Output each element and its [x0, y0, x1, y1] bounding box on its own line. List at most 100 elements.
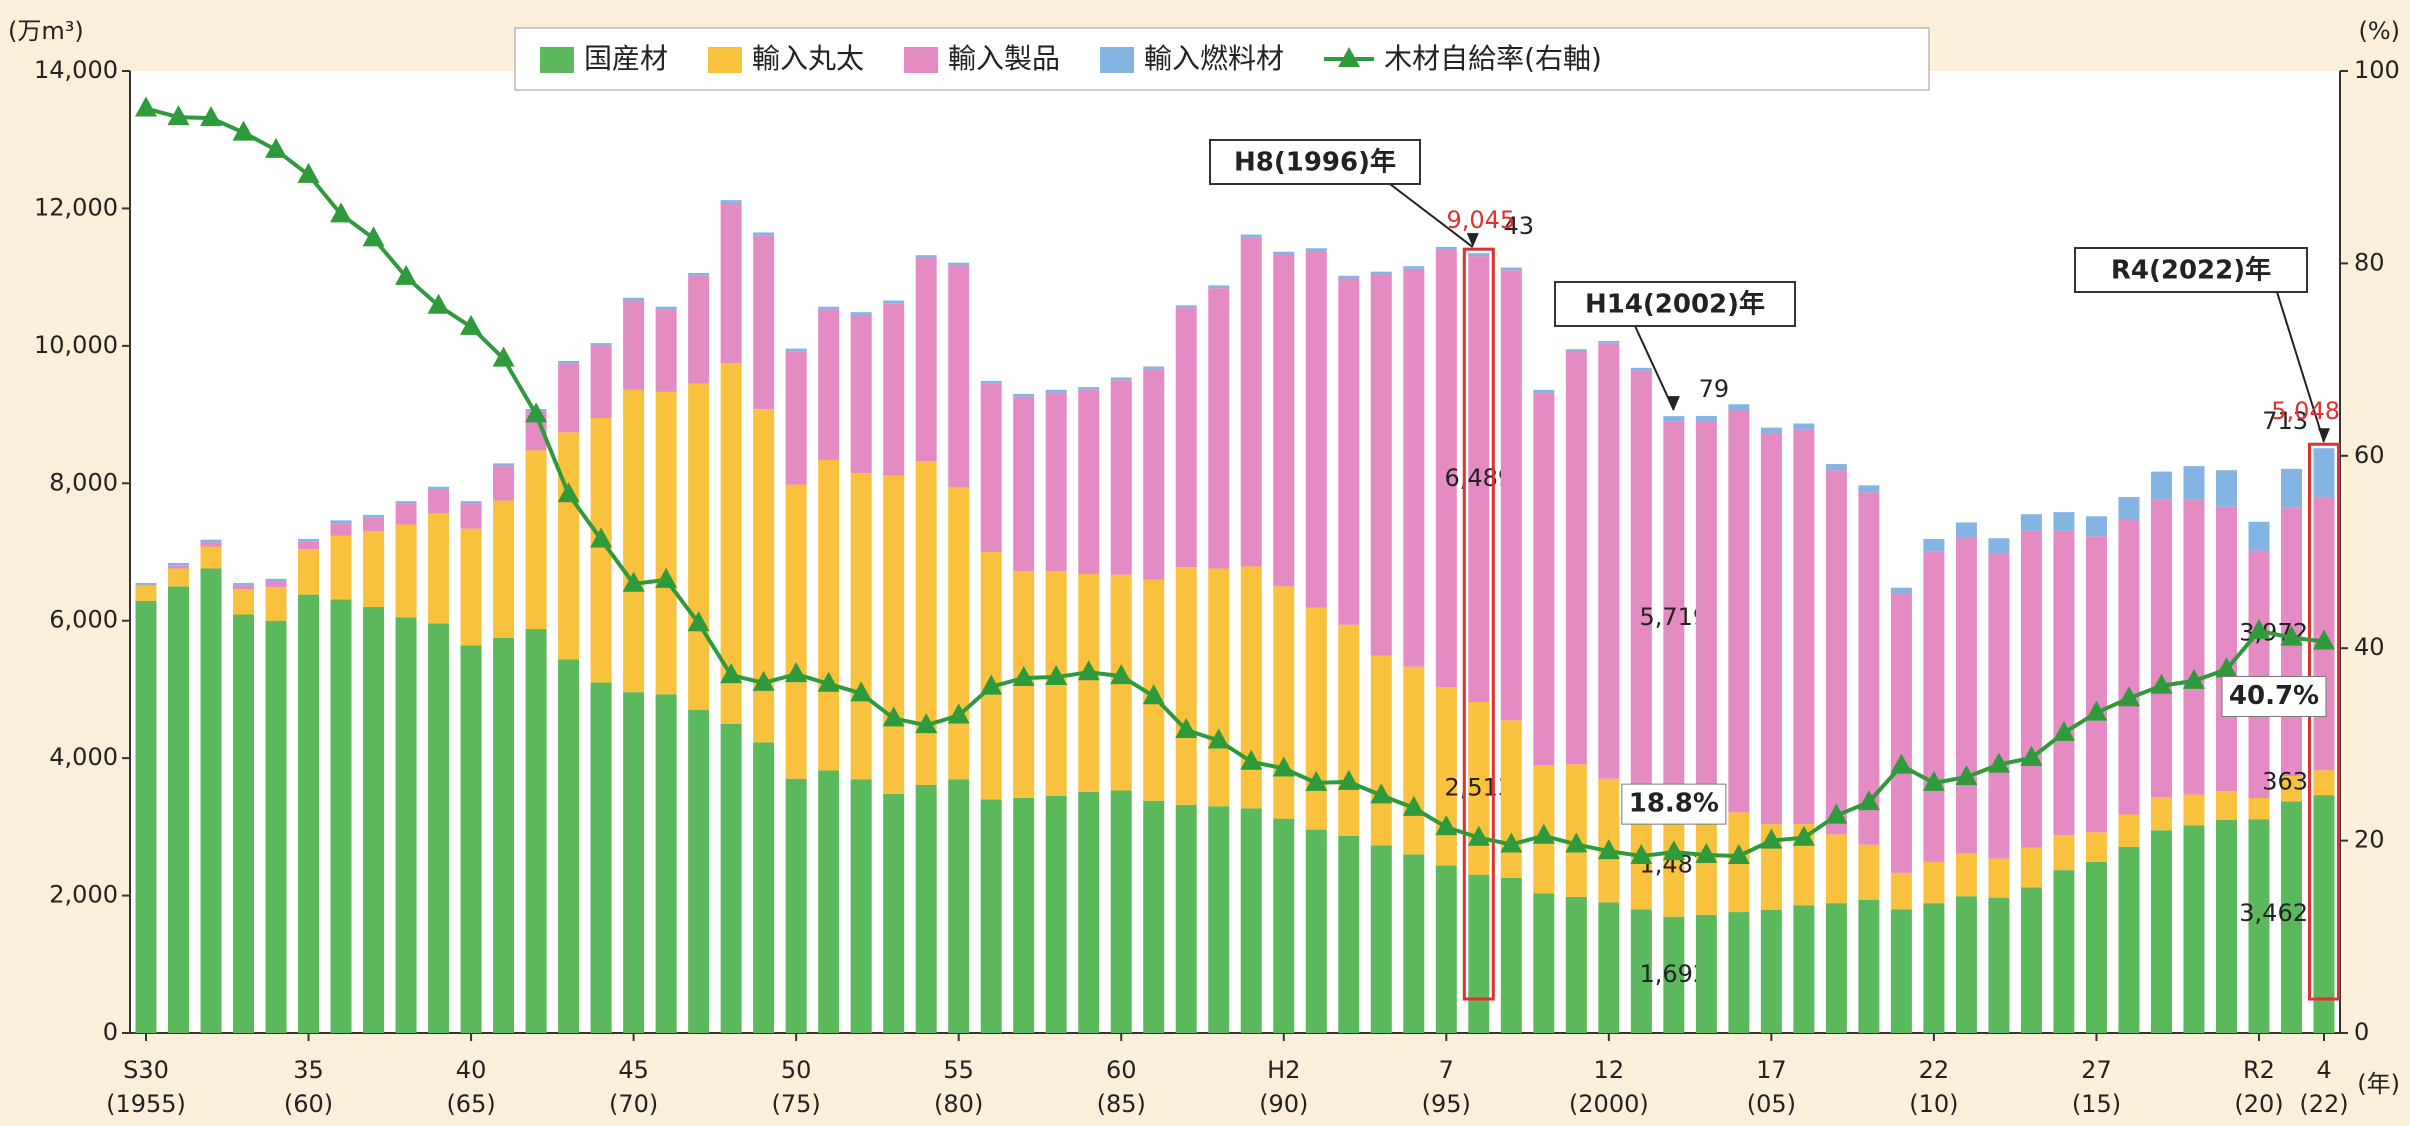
bar-segment	[1695, 421, 1717, 818]
x-tick-label: 12	[1594, 1056, 1625, 1084]
y-tick-label: 4,000	[49, 743, 118, 771]
bar-segment	[1500, 720, 1522, 878]
x-tick-label: 17	[1756, 1056, 1787, 1084]
bar-segment	[753, 235, 775, 410]
bar-segment	[1955, 522, 1977, 538]
bar-segment	[1760, 433, 1782, 825]
bar-segment	[1273, 818, 1295, 1033]
bar-segment	[623, 300, 645, 390]
bar-segment	[1695, 817, 1717, 915]
bar-segment	[1728, 404, 1750, 411]
bar-segment	[785, 778, 807, 1033]
bar-segment	[1110, 380, 1132, 575]
bar-segment	[688, 383, 710, 711]
bar-segment	[818, 309, 840, 460]
bar-segment	[298, 549, 320, 595]
y2-tick-label: 0	[2354, 1018, 2369, 1046]
bar-segment	[883, 793, 905, 1033]
bar-segment	[1143, 366, 1165, 370]
bar-segment	[1208, 285, 1230, 289]
bar-segment	[493, 466, 515, 501]
bar-segment	[915, 461, 937, 785]
y2-tick-label: 20	[2354, 826, 2385, 854]
bar-segment	[1143, 800, 1165, 1033]
legend-label: 輸入製品	[948, 42, 1060, 75]
y-tick-label: 12,000	[34, 193, 118, 221]
rate-marker	[2313, 629, 2335, 650]
bar-segment	[2248, 521, 2270, 551]
bar-segment	[1955, 896, 1977, 1033]
rate-marker	[785, 662, 808, 683]
bar-segment	[2085, 832, 2107, 862]
bar-segment	[298, 538, 320, 542]
y-tick-label: 0	[103, 1018, 118, 1046]
bar-segment	[688, 273, 710, 276]
bar-segment	[1923, 551, 1945, 862]
bar-segment	[135, 582, 157, 585]
rate-marker	[2085, 700, 2108, 721]
bar-segment	[2020, 887, 2042, 1033]
bar-segment	[200, 546, 222, 569]
bar-segment	[265, 620, 287, 1033]
rate-marker	[362, 226, 385, 247]
bar-segment	[1110, 790, 1132, 1033]
bar-segment	[2150, 471, 2172, 500]
bar-segment	[1045, 392, 1067, 572]
callout-arrowhead	[1667, 396, 1680, 411]
rate-marker	[2247, 618, 2270, 639]
callout-arrowhead	[1466, 233, 1479, 248]
bar-segment	[818, 770, 840, 1033]
bar-segment	[1078, 389, 1100, 574]
bar-segment	[1240, 234, 1262, 238]
rate-marker	[1922, 770, 1945, 791]
bar-segment	[1923, 538, 1945, 552]
data-label: 79	[1699, 375, 1730, 403]
callout-box	[2074, 247, 2308, 293]
callout-arrow	[2276, 291, 2325, 443]
rate-marker	[460, 314, 483, 335]
rate-marker	[1630, 843, 1653, 864]
rate-marker	[850, 681, 873, 702]
rate-marker	[492, 346, 515, 367]
bar-segment	[915, 784, 937, 1033]
bar-segment	[200, 539, 222, 543]
callout-box	[1209, 139, 1421, 185]
rate-marker	[1955, 765, 1978, 786]
data-label: 3,462	[2239, 899, 2308, 927]
bar-segment	[1078, 573, 1100, 792]
bar-segment	[623, 692, 645, 1033]
rate-marker	[1077, 660, 1100, 681]
bar-segment	[1338, 278, 1360, 625]
legend	[514, 27, 1930, 91]
bar-segment	[525, 450, 547, 629]
bar-segment	[1175, 305, 1197, 309]
rate-marker	[557, 482, 580, 503]
bar-segment	[558, 360, 580, 364]
rate-marker	[1467, 825, 1490, 846]
bar-segment	[1338, 275, 1360, 279]
bar-segment	[1370, 655, 1392, 846]
bar-segment	[1013, 797, 1035, 1033]
bar-segment	[1208, 288, 1230, 569]
x-tick-label: 45	[618, 1056, 649, 1084]
bar-segment	[1663, 814, 1685, 917]
x-axis-label: (年)	[2357, 1070, 2400, 1098]
legend-label: 木材自給率(右軸)	[1384, 42, 1602, 75]
bar-segment	[655, 309, 677, 392]
bar-segment	[1793, 423, 1815, 430]
bar-segment	[2183, 794, 2205, 826]
x-tick-sublabel: (70)	[609, 1090, 658, 1118]
bar-segment	[1403, 854, 1425, 1033]
bar-segment	[1923, 861, 1945, 904]
rate-marker	[1045, 665, 1068, 686]
bar-segment	[655, 391, 677, 695]
legend-label: 輸入丸太	[752, 42, 864, 75]
rate-marker	[947, 703, 970, 724]
bar-segment	[1955, 537, 1977, 854]
bar-segment	[1598, 902, 1620, 1033]
bar-segment	[1890, 593, 1912, 873]
bar-segment	[948, 779, 970, 1033]
bar-segment	[298, 541, 320, 550]
rate-marker	[1565, 832, 1588, 853]
